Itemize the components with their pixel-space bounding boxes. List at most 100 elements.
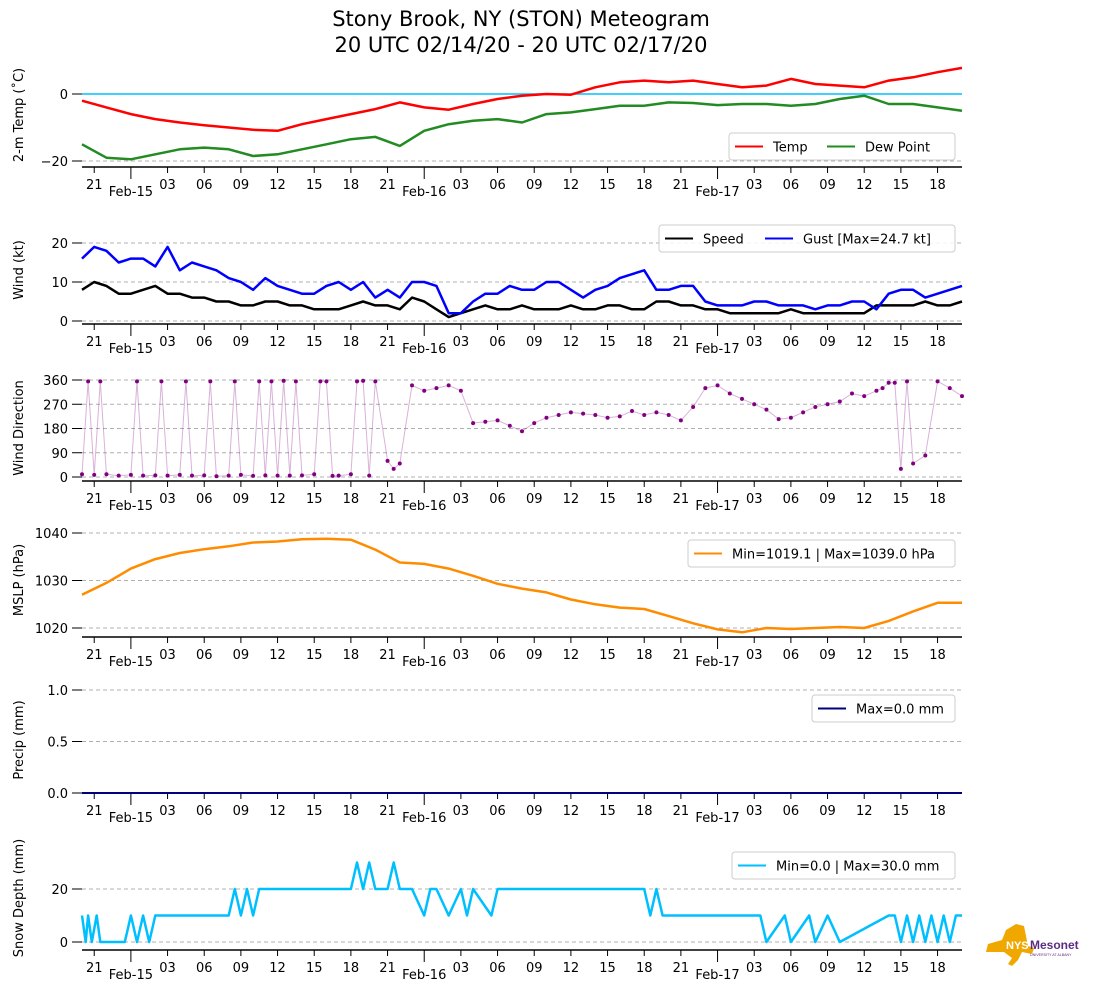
panel-temp-xtick-label: 09 <box>819 178 836 193</box>
panel-snow-xtick-label: 21 <box>379 961 396 976</box>
panel-mslp-ylabel: MSLP (hPa) <box>12 544 27 616</box>
panel-dir-point <box>666 413 671 418</box>
panel-dir-point <box>226 473 231 478</box>
panel-precip-xtick-label: 21 <box>86 804 103 819</box>
panel-mslp-xtick-label: 21 <box>673 648 690 663</box>
panel-temp-xtick-label: 09 <box>526 178 543 193</box>
panel-wind-xtick-label: 18 <box>636 335 653 350</box>
panel-wind-ylabel: Wind (kt) <box>12 240 27 300</box>
panel-dir-point <box>348 472 353 477</box>
panel-dir-point <box>86 379 91 384</box>
panel-mslp-xtick-label: 06 <box>196 648 213 663</box>
panel-dir-point <box>422 388 427 393</box>
panel-wind-xtick-label: 18 <box>929 335 946 350</box>
panel-dir-point <box>532 421 537 426</box>
panel-dir-xtick-label: 09 <box>819 492 836 507</box>
panel-dir-point <box>336 473 341 478</box>
panel-dir-point <box>874 388 879 393</box>
panel-dir-point <box>520 429 524 434</box>
panel-dir-point <box>886 380 891 385</box>
panel-snow-xtick-label: 15 <box>599 961 616 976</box>
panel-precip-xtick-label: 03 <box>159 804 176 819</box>
panel-dir-ylabel: Wind Direction <box>12 380 27 476</box>
panel-temp-xtick-label: 03 <box>746 178 763 193</box>
panel-dir-point <box>507 423 512 428</box>
panel-dir-point <box>654 410 659 415</box>
panel-temp-xtick-label: 18 <box>929 178 946 193</box>
panel-wind-ytick-label: 20 <box>51 237 68 252</box>
panel-dir-point <box>208 379 213 384</box>
panel-temp-xtick-label: 15 <box>306 178 323 193</box>
panel-dir-point <box>446 383 451 388</box>
panel-mslp-day-label: Feb-16 <box>402 655 446 670</box>
panel-dir-point <box>434 386 439 391</box>
logo-nys-text: NYS <box>1006 940 1029 952</box>
panel-dir-point <box>715 383 720 388</box>
panel-dir-point <box>361 378 366 383</box>
panel-temp-xtick-label: 15 <box>599 178 616 193</box>
panel-dir-point <box>727 391 732 396</box>
panel-temp-legend-label: Dew Point <box>865 141 930 156</box>
panel-temp-series-0 <box>81 66 963 133</box>
panel-precip-legend-label: Max=0.0 mm <box>856 703 944 718</box>
panel-wind-xtick-label: 21 <box>86 335 103 350</box>
panel-wind-xtick-label: 06 <box>489 335 506 350</box>
panel-dir-point <box>923 453 928 458</box>
panel-dir-xtick-label: 06 <box>783 492 800 507</box>
panel-dir-point <box>92 472 97 477</box>
panel-dir-point <box>837 399 842 404</box>
panel-snow-xtick-label: 06 <box>489 961 506 976</box>
panel-dir-point <box>898 466 903 471</box>
panel-dir-point <box>410 383 414 388</box>
panel-precip-xtick-label: 06 <box>489 804 506 819</box>
panel-dir-point <box>135 379 139 384</box>
panel-precip-xtick-label: 15 <box>306 804 323 819</box>
panel-dir-point <box>80 472 84 477</box>
panel-temp-xtick-label: 21 <box>86 178 103 193</box>
panel-snow-xtick-label: 03 <box>746 961 763 976</box>
panel-wind-day-label: Feb-15 <box>109 342 153 357</box>
panel-dir-point <box>312 472 317 477</box>
panel-precip-xtick-label: 12 <box>856 804 873 819</box>
panel-mslp-xtick-label: 09 <box>526 648 543 663</box>
panel-temp-xtick-label: 12 <box>856 178 873 193</box>
panel-precip-xtick-label: 09 <box>526 804 543 819</box>
panel-snow-xtick-label: 21 <box>673 961 690 976</box>
panel-dir-point <box>880 386 885 391</box>
panel-dir-xtick-label: 21 <box>673 492 690 507</box>
panel-precip-xtick-label: 06 <box>783 804 800 819</box>
panel-wind-xtick-label: 15 <box>599 335 616 350</box>
panel-wind-xtick-label: 03 <box>453 335 470 350</box>
panel-dir-point <box>581 411 586 416</box>
panel-dir-point <box>911 461 916 466</box>
panel-dir-xtick-label: 06 <box>196 492 213 507</box>
panel-dir-xtick-label: 21 <box>379 492 396 507</box>
panel-dir-point <box>471 421 476 426</box>
panel-dir-point <box>593 413 598 418</box>
panel-precip-xtick-label: 15 <box>893 804 910 819</box>
panel-precip-xtick-label: 21 <box>379 804 396 819</box>
panel-dir-point <box>568 410 573 415</box>
panel-dir-point <box>947 386 952 391</box>
logo-mesonet-text: Mesonet <box>1030 938 1079 952</box>
panel-precip-ylabel: Precip (mm) <box>12 700 27 779</box>
panel-precip-xtick-label: 21 <box>673 804 690 819</box>
panel-dir-xtick-label: 12 <box>563 492 580 507</box>
panel-wind-legend-box <box>658 224 956 253</box>
panel-wind-xtick-label: 12 <box>856 335 873 350</box>
panel-mslp-day-label: Feb-17 <box>695 655 739 670</box>
panel-wind-ytick-label: 0 <box>60 315 68 330</box>
panel-dir-point <box>165 473 170 478</box>
panel-dir-point <box>128 472 133 477</box>
panel-dir-xtick-label: 09 <box>526 492 543 507</box>
panel-mslp-xtick-label: 03 <box>453 648 470 663</box>
panel-dir-point <box>104 472 109 477</box>
panel-dir-point <box>458 388 463 393</box>
panel-dir-point <box>740 396 744 401</box>
panel-temp-xtick-label: 03 <box>453 178 470 193</box>
panel-mslp-xtick-label: 21 <box>379 648 396 663</box>
panel-mslp-ytick-label: 1040 <box>35 527 68 542</box>
panel-dir-day-label: Feb-17 <box>695 499 739 514</box>
panel-precip-xtick-label: 03 <box>453 804 470 819</box>
panel-temp-xtick-label: 06 <box>489 178 506 193</box>
